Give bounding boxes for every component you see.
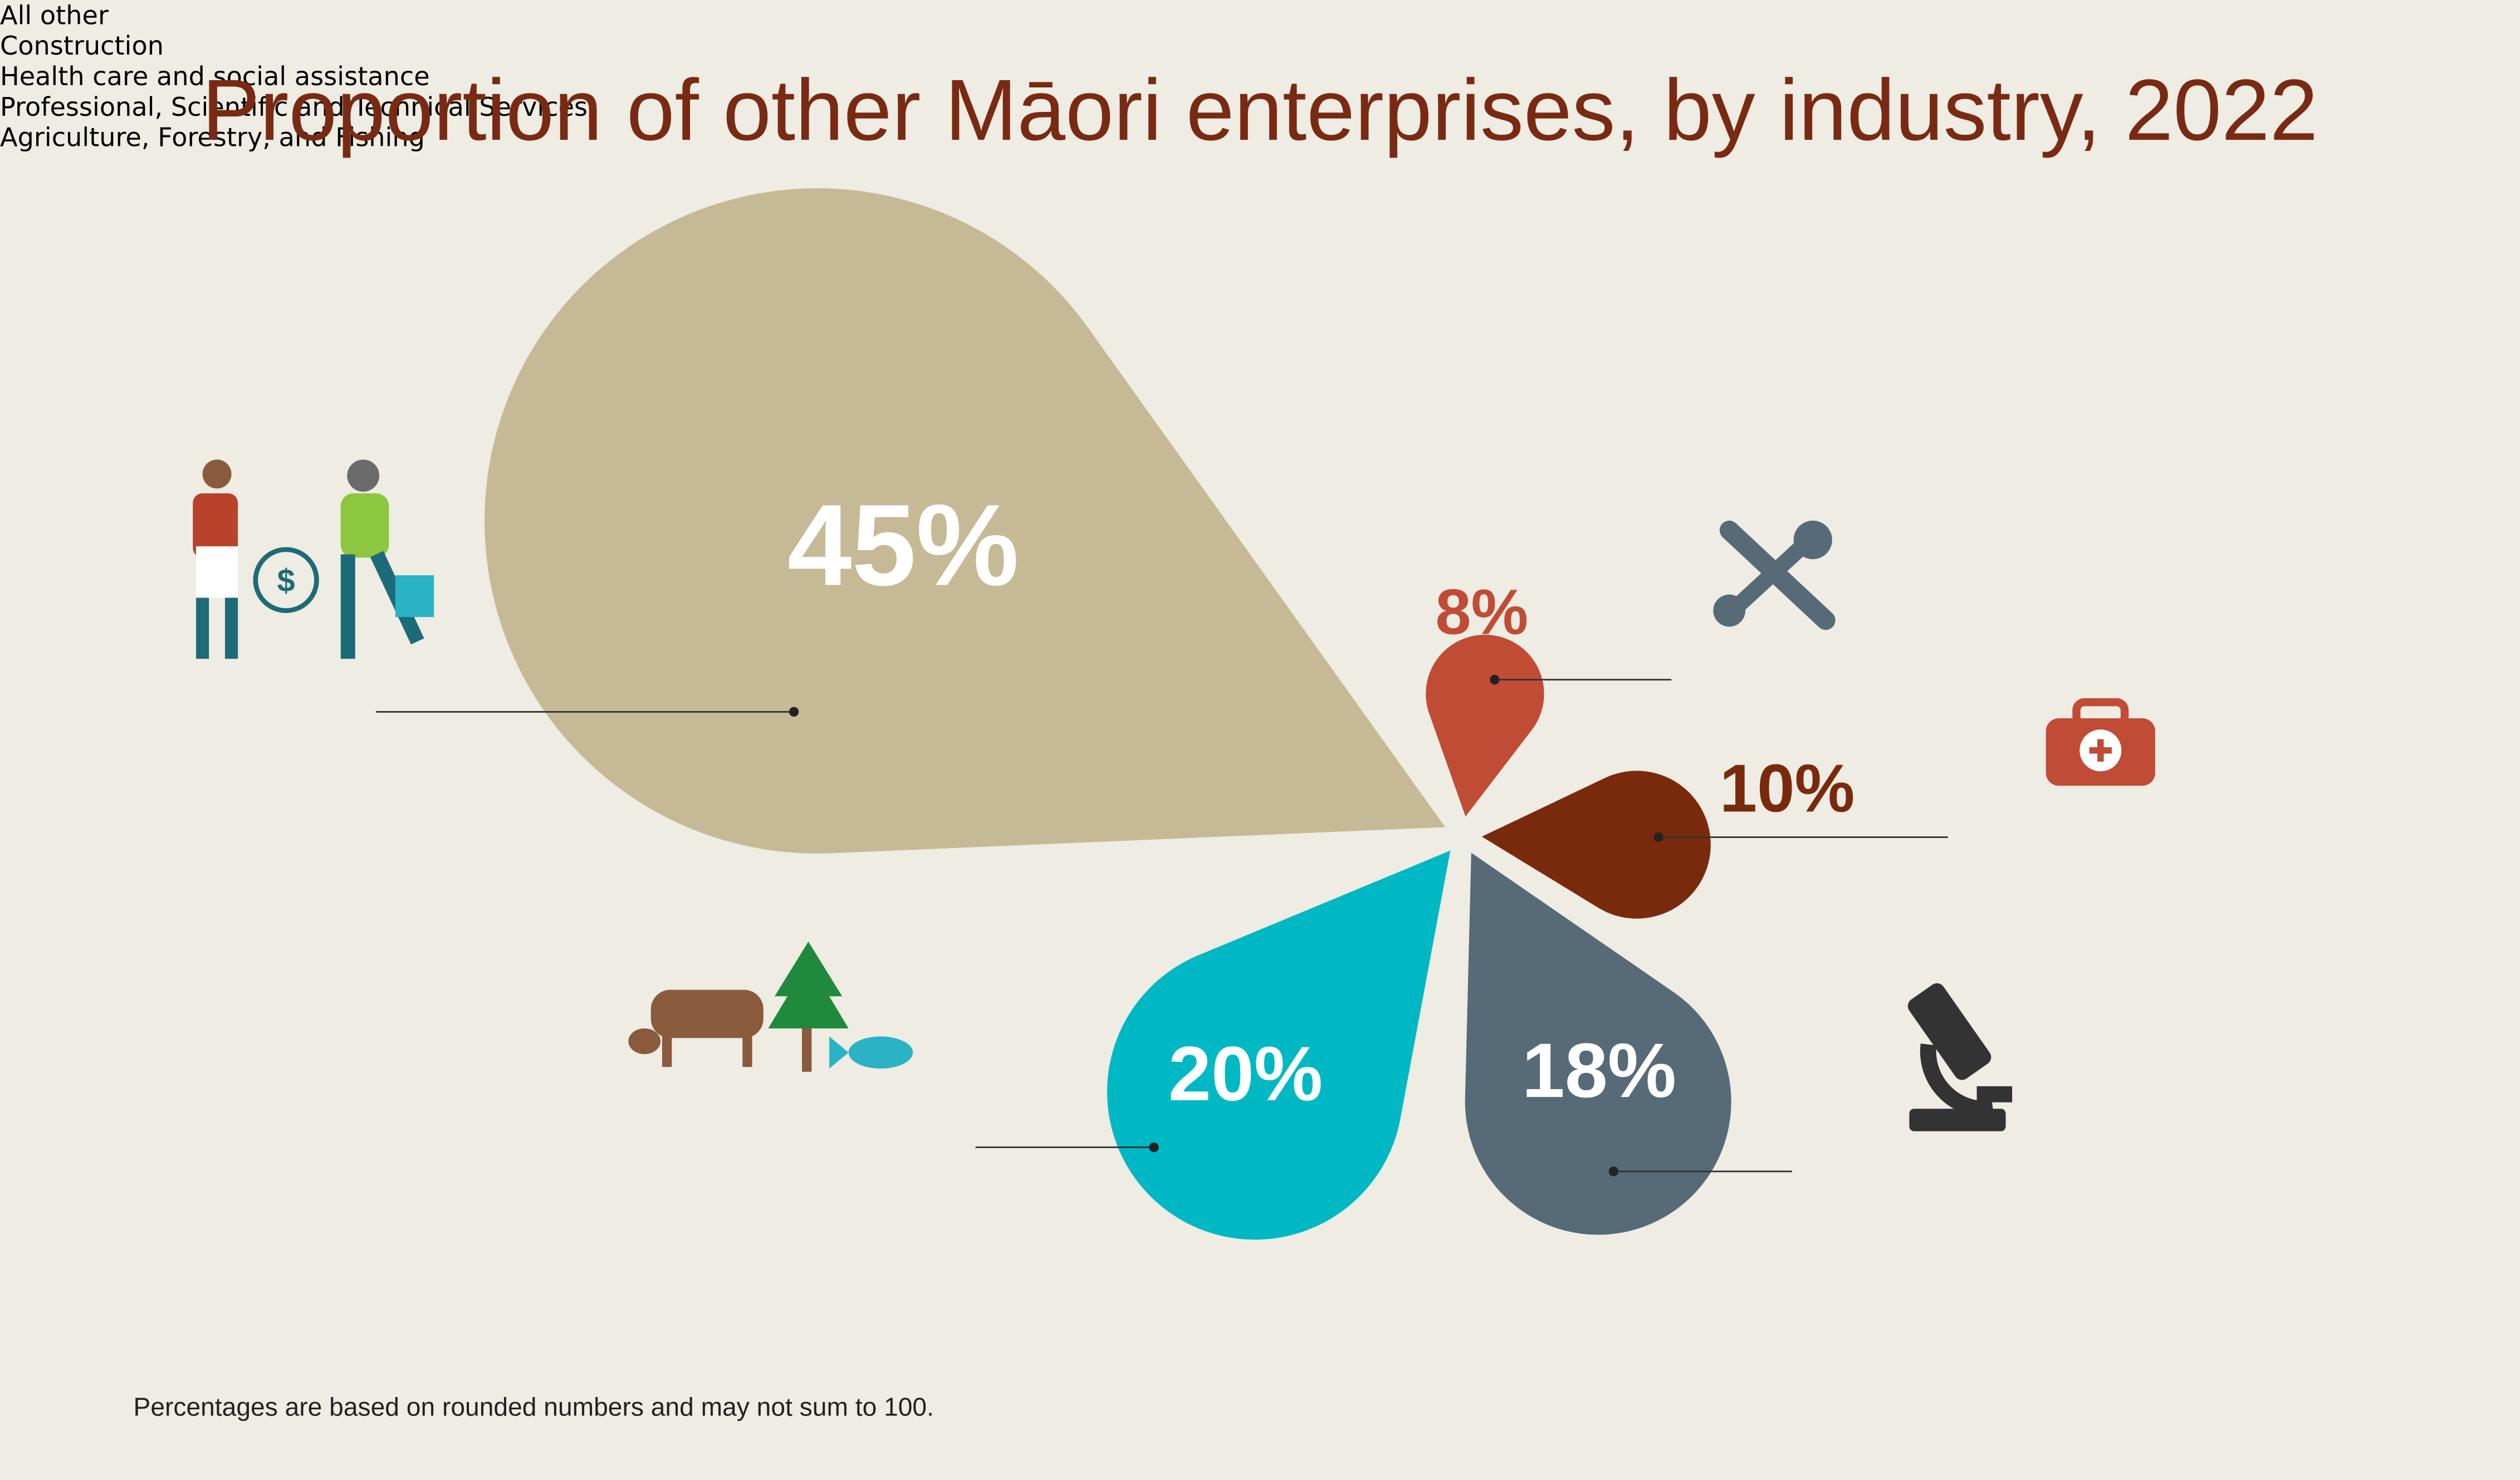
value-label: 8% [1435,577,1528,648]
value-label: 18% [1522,1028,1676,1114]
leader-dot [789,707,799,717]
category-label: Health care and social assistance [0,61,430,92]
leader-dot [1653,832,1663,842]
petal [1481,771,1711,919]
icon-people: $ [193,459,434,659]
category-label: All other [0,0,109,31]
value-label: 45% [787,481,1019,610]
icon-tools [1713,521,1836,630]
category-label: Construction [0,30,164,61]
petal [1465,852,1731,1235]
category-label: Agriculture, Forestry, and Fishing [0,122,425,153]
petal [1426,634,1544,817]
value-label: 20% [1168,1031,1323,1117]
icon-medkit [2046,698,2155,786]
svg-text:$: $ [277,563,295,599]
value-label: 10% [1720,751,1855,826]
leader-dot [1608,1167,1619,1177]
petal [1107,850,1451,1240]
petal [485,188,1445,854]
category-label: Professional, Scientific and Technical S… [0,91,588,122]
icon-nature [628,942,913,1072]
chart-title: Proportion of other Māori enterprises, b… [202,62,2318,159]
icon-microscope [1907,983,2013,1131]
leader-dot [1490,675,1500,685]
leader-dot [1149,1142,1159,1153]
footnote: Percentages are based on rounded numbers… [133,1394,934,1422]
